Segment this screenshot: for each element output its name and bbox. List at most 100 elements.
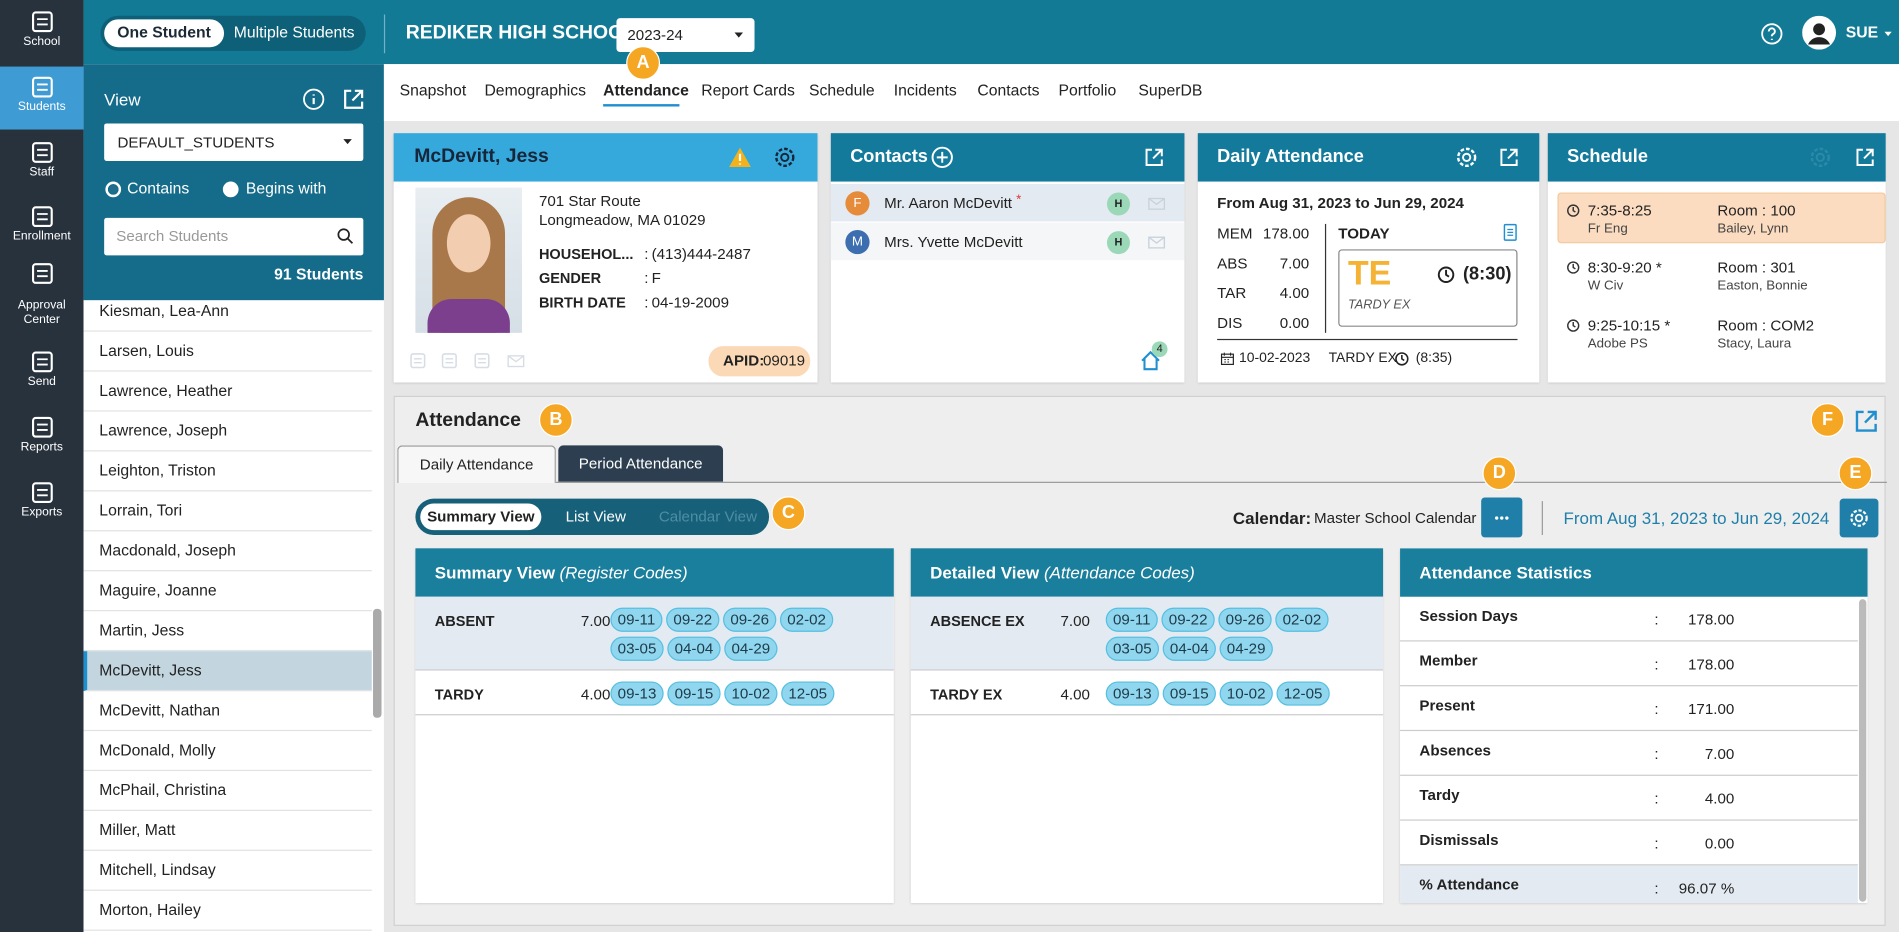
view-option[interactable]: Summary View <box>427 508 535 526</box>
student-row[interactable] <box>83 451 372 492</box>
date-chip[interactable]: 09-11 <box>1105 607 1158 632</box>
date-chip[interactable]: 02-02 <box>1275 607 1329 632</box>
student-row[interactable] <box>83 531 372 572</box>
view-option[interactable]: List View <box>565 508 626 526</box>
date-chip[interactable]: 04-29 <box>1219 636 1273 661</box>
nav-tab[interactable]: Portfolio <box>1058 81 1117 100</box>
nav-tab[interactable]: Report Cards <box>701 81 795 100</box>
tab[interactable] <box>397 445 556 483</box>
contact-name[interactable]: Mr. Aaron McDevitt <box>884 194 1012 212</box>
date-chip[interactable]: 04-04 <box>1162 636 1216 661</box>
field-separator: : <box>644 245 649 263</box>
date-chip[interactable]: 04-04 <box>667 636 721 661</box>
code-row <box>910 671 1384 716</box>
nav-tab[interactable]: Incidents <box>893 81 957 100</box>
stat-value: 178.00 <box>1687 656 1735 673</box>
tab-label[interactable]: Daily Attendance <box>419 456 534 474</box>
student-name[interactable]: Lorrain, Tori <box>99 501 183 520</box>
view-select[interactable] <box>104 123 364 161</box>
student-name[interactable]: Leighton, Triston <box>99 461 216 480</box>
date-chip[interactable]: 04-29 <box>724 636 778 661</box>
clock-icon-part <box>1572 206 1576 213</box>
date-chip[interactable]: 09-15 <box>1162 681 1216 706</box>
date-chip[interactable]: 09-11 <box>610 607 663 632</box>
date-chip[interactable]: 03-05 <box>610 636 664 661</box>
student-row[interactable] <box>83 891 372 931</box>
settings-button[interactable] <box>1839 498 1879 538</box>
contact-name[interactable]: Mrs. Yvette McDevitt <box>884 233 1023 251</box>
date-chip[interactable]: 09-26 <box>1218 607 1272 632</box>
gear-icon-part <box>1456 147 1477 168</box>
date-chip[interactable]: 12-05 <box>781 681 835 706</box>
ext-icon-part <box>344 89 364 109</box>
date-chip[interactable]: 09-22 <box>666 607 720 632</box>
clock-icon <box>1567 261 1580 274</box>
student-name[interactable]: Lawrence, Joseph <box>99 421 228 440</box>
student-row[interactable] <box>83 851 372 891</box>
radio-label[interactable]: Begins with <box>245 179 327 198</box>
nav-tab[interactable]: Demographics <box>484 81 586 100</box>
code-name: TARDY <box>434 686 484 704</box>
student-name[interactable]: Morton, Hailey <box>99 900 201 919</box>
date-chip[interactable]: 03-05 <box>1105 636 1160 661</box>
search-box[interactable] <box>104 217 364 256</box>
nav-tab[interactable]: Contacts <box>977 81 1040 100</box>
student-row[interactable] <box>83 611 372 652</box>
student-row[interactable] <box>83 292 372 332</box>
date-chip[interactable]: 09-13 <box>610 681 664 706</box>
student-name[interactable]: McDevitt, Jess <box>99 660 202 680</box>
student-name[interactable]: Macdonald, Joseph <box>99 541 236 560</box>
student-row[interactable] <box>83 491 372 532</box>
ext-icon-part <box>1152 148 1163 160</box>
clock-icon-part <box>1567 261 1580 274</box>
mode-active[interactable] <box>104 19 225 48</box>
mode-option[interactable]: Multiple Students <box>233 22 355 42</box>
nav-tab[interactable]: Schedule <box>809 81 875 100</box>
student-row[interactable] <box>83 571 372 612</box>
date-chip[interactable]: 02-02 <box>779 607 834 632</box>
student-name[interactable]: Larsen, Louis <box>99 341 194 360</box>
nav-tab[interactable]: Snapshot <box>399 81 467 100</box>
student-row[interactable] <box>83 691 372 732</box>
student-row[interactable] <box>83 372 372 412</box>
date-chip[interactable]: 12-05 <box>1276 681 1330 706</box>
student-row[interactable] <box>83 771 372 811</box>
student-name[interactable]: Miller, Matt <box>99 820 176 839</box>
student-name[interactable]: McDevitt, Nathan <box>99 700 221 719</box>
ext-icon <box>1856 148 1874 166</box>
date-chip[interactable]: 10-02 <box>724 681 778 706</box>
section-title: Attendance <box>415 410 521 431</box>
date-chip[interactable]: 09-22 <box>1161 607 1215 632</box>
date-chip[interactable]: 10-02 <box>1219 681 1273 706</box>
student-row[interactable] <box>83 811 372 851</box>
student-name[interactable]: Kiesman, Lea-Ann <box>99 301 229 320</box>
student-row[interactable] <box>83 412 372 452</box>
date-chip[interactable]: 09-26 <box>723 607 777 632</box>
radio-label[interactable]: Contains <box>127 179 190 198</box>
tab[interactable] <box>558 445 724 482</box>
generic-icon-part <box>37 148 48 157</box>
mode-option[interactable]: One Student <box>117 22 211 42</box>
stat-separator: : <box>1654 879 1659 897</box>
date-chip[interactable]: 09-13 <box>1105 681 1160 706</box>
student-name[interactable]: McDonald, Molly <box>99 740 216 759</box>
plus-icon <box>931 146 953 169</box>
radio[interactable] <box>222 181 239 198</box>
student-name[interactable]: Lawrence, Heather <box>99 381 233 400</box>
student-name[interactable]: Mitchell, Lindsay <box>99 860 216 879</box>
nav-tab[interactable]: SuperDB <box>1138 81 1203 100</box>
student-name[interactable]: Maguire, Joanne <box>99 580 217 600</box>
student-row[interactable] <box>83 332 372 372</box>
student-name[interactable]: Martin, Jess <box>99 620 185 640</box>
view-label: View <box>104 89 141 109</box>
date-chip[interactable]: 09-15 <box>667 681 721 706</box>
stat-separator: : <box>1654 700 1659 718</box>
student-name[interactable]: McPhail, Christina <box>99 780 227 799</box>
contact-initial: M <box>851 234 864 250</box>
last-code: TARDY EX <box>1328 351 1397 366</box>
nav-tab[interactable]: Attendance <box>603 81 689 100</box>
student-row[interactable] <box>83 651 372 692</box>
clock-icon-part <box>1400 354 1405 361</box>
tab-label[interactable]: Period Attendance <box>578 455 703 473</box>
student-row[interactable] <box>83 731 372 772</box>
